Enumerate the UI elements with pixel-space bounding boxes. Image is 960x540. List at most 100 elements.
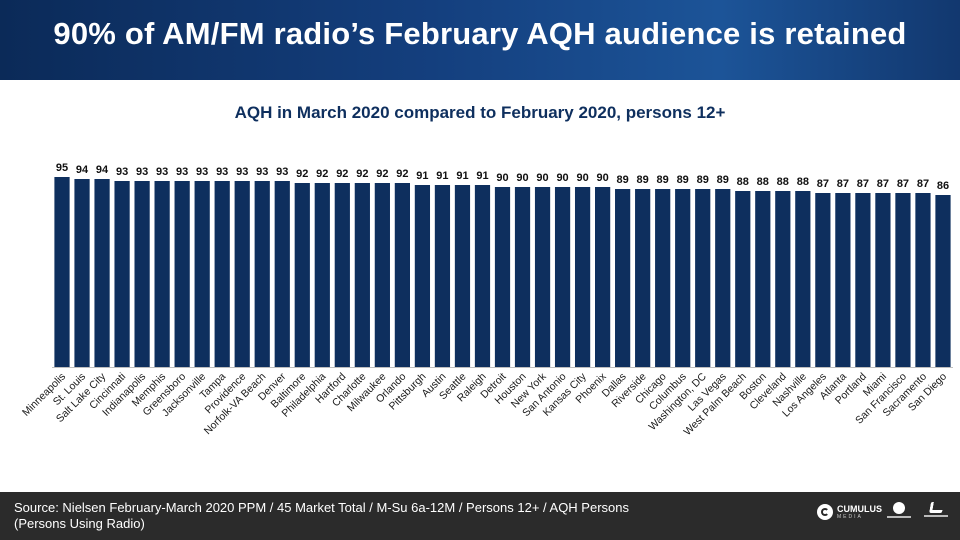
- bar: [755, 191, 771, 367]
- bar: [655, 189, 671, 367]
- data-label: 89: [617, 174, 629, 186]
- data-label: 89: [717, 174, 729, 186]
- bar: [815, 193, 831, 367]
- data-label: 89: [697, 174, 709, 186]
- source-line-2: (Persons Using Radio): [14, 516, 145, 531]
- data-label: 92: [356, 168, 368, 180]
- bar: [935, 195, 951, 367]
- bar: [554, 187, 571, 367]
- data-label: 92: [296, 168, 308, 180]
- bar: [254, 181, 270, 367]
- bar: [695, 189, 711, 367]
- bar: [494, 187, 511, 367]
- bar: [234, 181, 250, 367]
- footer: Source: Nielsen February-March 2020 PPM …: [0, 492, 960, 540]
- bar: [74, 179, 90, 367]
- source-note: Source: Nielsen February-March 2020 PPM …: [14, 500, 774, 532]
- bar: [214, 181, 230, 367]
- data-label: 91: [476, 170, 488, 182]
- logo-sub: MEDIA: [837, 513, 863, 520]
- data-label: 89: [637, 174, 649, 186]
- bar: [314, 183, 330, 367]
- bar: [434, 185, 451, 367]
- bar: [635, 189, 651, 367]
- bar: [855, 193, 871, 367]
- bar: [514, 187, 531, 367]
- data-label: 93: [276, 166, 288, 178]
- data-label: 91: [456, 170, 468, 182]
- data-label: 87: [897, 178, 909, 190]
- bar: [354, 183, 370, 367]
- cumulus-logo: CUMULUS MEDIA: [817, 504, 882, 520]
- bar: [394, 183, 410, 367]
- bar: [94, 179, 110, 367]
- title-banner: 90% of AM/FM radio’s February AQH audien…: [0, 0, 960, 80]
- data-label: 93: [196, 166, 208, 178]
- bar: [414, 185, 431, 367]
- data-label: 87: [917, 178, 929, 190]
- bar: [574, 187, 591, 367]
- bar: [915, 193, 931, 367]
- bar: [835, 193, 851, 367]
- westwood-logo-icon: [924, 502, 948, 524]
- data-label: 93: [136, 166, 148, 178]
- slide-title: 90% of AM/FM radio’s February AQH audien…: [53, 16, 907, 51]
- data-label: 90: [556, 172, 568, 184]
- cumulus-logo-icon: [817, 504, 833, 520]
- data-label: 92: [396, 168, 408, 180]
- data-label: 88: [737, 176, 749, 188]
- data-label: 88: [757, 176, 769, 188]
- bar: [374, 183, 390, 367]
- bar: [154, 181, 170, 367]
- bar: [775, 191, 791, 367]
- network-logo-icon: [887, 502, 911, 524]
- bar: [194, 181, 210, 367]
- bar: [675, 189, 691, 367]
- data-label: 91: [416, 170, 428, 182]
- bar: [615, 189, 631, 367]
- data-label: 86: [937, 180, 949, 192]
- bar: [595, 187, 611, 367]
- data-label: 90: [536, 172, 548, 184]
- data-label: 92: [376, 168, 388, 180]
- data-label: 87: [877, 178, 889, 190]
- data-label: 95: [56, 162, 68, 174]
- source-line-1: Source: Nielsen February-March 2020 PPM …: [14, 500, 629, 515]
- data-label: 90: [496, 172, 508, 184]
- bar: [334, 183, 350, 367]
- bar: [474, 185, 491, 367]
- data-label: 90: [576, 172, 588, 184]
- bar: [134, 181, 150, 367]
- data-label: 90: [516, 172, 528, 184]
- data-label: 87: [817, 178, 829, 190]
- bar: [795, 191, 811, 367]
- data-label: 93: [236, 166, 248, 178]
- bar: [715, 189, 731, 367]
- bar: [114, 181, 130, 367]
- data-label: 90: [596, 172, 608, 184]
- bar: [895, 193, 911, 367]
- data-label: 87: [857, 178, 869, 190]
- bar: [454, 185, 471, 367]
- bar: [174, 181, 190, 367]
- logo-name: CUMULUS: [837, 503, 882, 514]
- chart-title: AQH in March 2020 compared to February 2…: [234, 103, 726, 122]
- bar: [274, 181, 290, 367]
- data-label: 93: [116, 166, 128, 178]
- data-label: 93: [156, 166, 168, 178]
- data-label: 94: [96, 164, 109, 176]
- bar: [294, 183, 310, 367]
- data-label: 89: [677, 174, 689, 186]
- data-label: 87: [837, 178, 849, 190]
- bar: [735, 191, 751, 367]
- bar: [54, 177, 70, 367]
- bar: [534, 187, 551, 367]
- data-label: 93: [216, 166, 228, 178]
- data-label: 94: [76, 164, 89, 176]
- data-label: 88: [797, 176, 809, 188]
- data-label: 92: [336, 168, 348, 180]
- data-label: 92: [316, 168, 328, 180]
- data-label: 93: [176, 166, 188, 178]
- bar: [875, 193, 891, 367]
